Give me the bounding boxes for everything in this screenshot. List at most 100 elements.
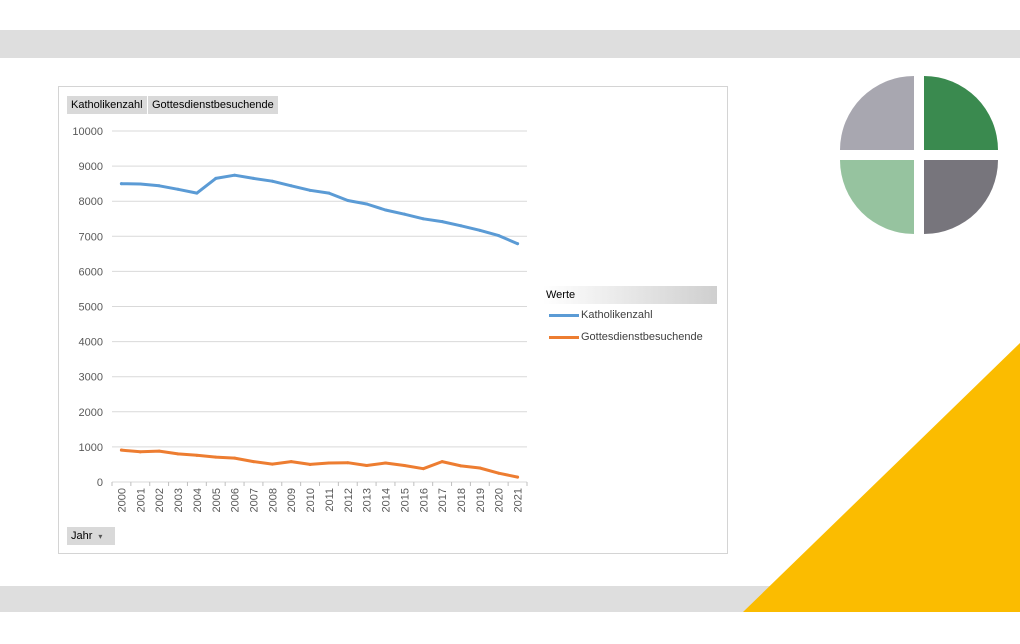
series-line-katholikenzahl xyxy=(119,173,520,246)
x-tick-label: 2012 xyxy=(343,488,355,512)
data-point xyxy=(195,453,199,457)
legend-item-katholikenzahl[interactable]: Katholikenzahl xyxy=(543,304,717,326)
value-field-button-katholikenzahl[interactable]: Katholikenzahl xyxy=(67,96,147,114)
data-point xyxy=(214,455,218,459)
x-tick-label: 2002 xyxy=(154,488,166,512)
x-tick-label: 2001 xyxy=(135,488,147,512)
y-tick-label: 10000 xyxy=(72,126,103,138)
data-point xyxy=(308,462,312,466)
data-point xyxy=(346,461,350,465)
cross-circle-logo xyxy=(840,76,998,234)
data-point xyxy=(346,198,350,202)
data-point xyxy=(195,191,199,195)
data-point xyxy=(157,184,161,188)
data-point xyxy=(421,467,425,471)
data-point xyxy=(516,475,520,479)
y-tick-label: 3000 xyxy=(79,372,103,384)
legend-header: Werte xyxy=(543,286,717,304)
y-tick-label: 7000 xyxy=(79,231,103,243)
data-point xyxy=(176,452,180,456)
y-tick-label: 9000 xyxy=(79,161,103,173)
data-point xyxy=(327,461,331,465)
x-tick-label: 2000 xyxy=(116,488,128,512)
data-point xyxy=(497,234,501,238)
legend-swatch-gottesdienstbesuchende xyxy=(549,336,579,339)
data-point xyxy=(327,191,331,195)
series-line-gottesdienstbesuchende xyxy=(119,448,520,479)
data-point xyxy=(119,448,123,452)
data-point xyxy=(402,212,406,216)
data-point xyxy=(119,182,123,186)
data-point xyxy=(308,188,312,192)
data-point xyxy=(233,173,237,177)
data-point xyxy=(157,449,161,453)
data-point xyxy=(365,202,369,206)
data-point xyxy=(289,184,293,188)
data-point xyxy=(440,460,444,464)
data-point xyxy=(138,182,142,186)
y-tick-label: 0 xyxy=(97,477,103,489)
x-tick-label: 2011 xyxy=(324,488,336,512)
x-tick-label: 2020 xyxy=(494,488,506,512)
data-point xyxy=(138,450,142,454)
data-point xyxy=(516,242,520,246)
x-tick-label: 2017 xyxy=(437,488,449,512)
axis-field-button-jahr[interactable]: Jahr ▾ xyxy=(67,527,115,545)
x-tick-label: 2008 xyxy=(267,488,279,512)
x-tick-label: 2005 xyxy=(211,488,223,512)
data-point xyxy=(214,176,218,180)
data-point xyxy=(440,220,444,224)
legend-item-gottesdienstbesuchende[interactable]: Gottesdienstbesuchende xyxy=(543,326,717,348)
data-point xyxy=(478,228,482,232)
logo-quadrant-bottom-right xyxy=(924,160,998,234)
legend-label-gottesdienstbesuchende: Gottesdienstbesuchende xyxy=(581,331,703,343)
top-band xyxy=(0,30,1020,58)
pivot-chart[interactable]: Katholikenzahl Gottesdienstbesuchende 0 1… xyxy=(58,86,728,554)
data-point xyxy=(459,464,463,468)
data-point xyxy=(384,461,388,465)
x-tick-label: 2006 xyxy=(230,488,242,512)
data-point xyxy=(478,466,482,470)
legend[interactable]: Werte Katholikenzahl Gottesdienstbesuche… xyxy=(543,286,717,348)
data-point xyxy=(459,224,463,228)
data-point xyxy=(402,464,406,468)
data-point xyxy=(270,179,274,183)
x-tick-label: 2013 xyxy=(362,488,374,512)
data-point xyxy=(270,462,274,466)
x-tick-label: 2003 xyxy=(173,488,185,512)
y-tick-label: 5000 xyxy=(79,302,103,314)
x-tick-label: 2015 xyxy=(399,488,411,512)
x-tick-label: 2004 xyxy=(192,488,204,512)
x-tick-label: 2014 xyxy=(381,488,393,512)
y-tick-label: 2000 xyxy=(79,407,103,419)
x-tick-label: 2019 xyxy=(475,488,487,512)
logo-quadrant-bottom-left xyxy=(840,160,914,234)
legend-swatch-katholikenzahl xyxy=(549,314,579,317)
data-point xyxy=(497,471,501,475)
data-point xyxy=(251,460,255,464)
value-field-button-gottesdienstbesuchende[interactable]: Gottesdienstbesuchende xyxy=(148,96,278,114)
x-tick-label: 2007 xyxy=(248,488,260,512)
data-point xyxy=(384,208,388,212)
y-tick-label: 1000 xyxy=(79,442,103,454)
data-point xyxy=(233,456,237,460)
dropdown-arrow-icon: ▾ xyxy=(98,532,103,541)
x-tick-label: 2010 xyxy=(305,488,317,512)
x-tick-label: 2018 xyxy=(456,488,468,512)
y-tick-label: 4000 xyxy=(79,337,103,349)
data-point xyxy=(289,460,293,464)
data-point xyxy=(421,217,425,221)
y-tick-label: 6000 xyxy=(79,266,103,278)
logo-quadrant-top-left xyxy=(840,76,914,150)
plot-area: 0 1000 2000 3000 4000 5000 6000 7000 8000 9000 100… xyxy=(72,126,528,512)
logo-quadrant-top-right xyxy=(924,76,998,150)
x-tick-label: 2009 xyxy=(286,488,298,512)
data-point xyxy=(365,464,369,468)
x-tick-label: 2016 xyxy=(418,488,430,512)
axis-field-label: Jahr xyxy=(71,530,93,542)
x-tick-label: 2021 xyxy=(513,488,525,512)
y-tick-label: 8000 xyxy=(79,196,103,208)
legend-label-katholikenzahl: Katholikenzahl xyxy=(581,309,653,321)
data-point xyxy=(251,176,255,180)
